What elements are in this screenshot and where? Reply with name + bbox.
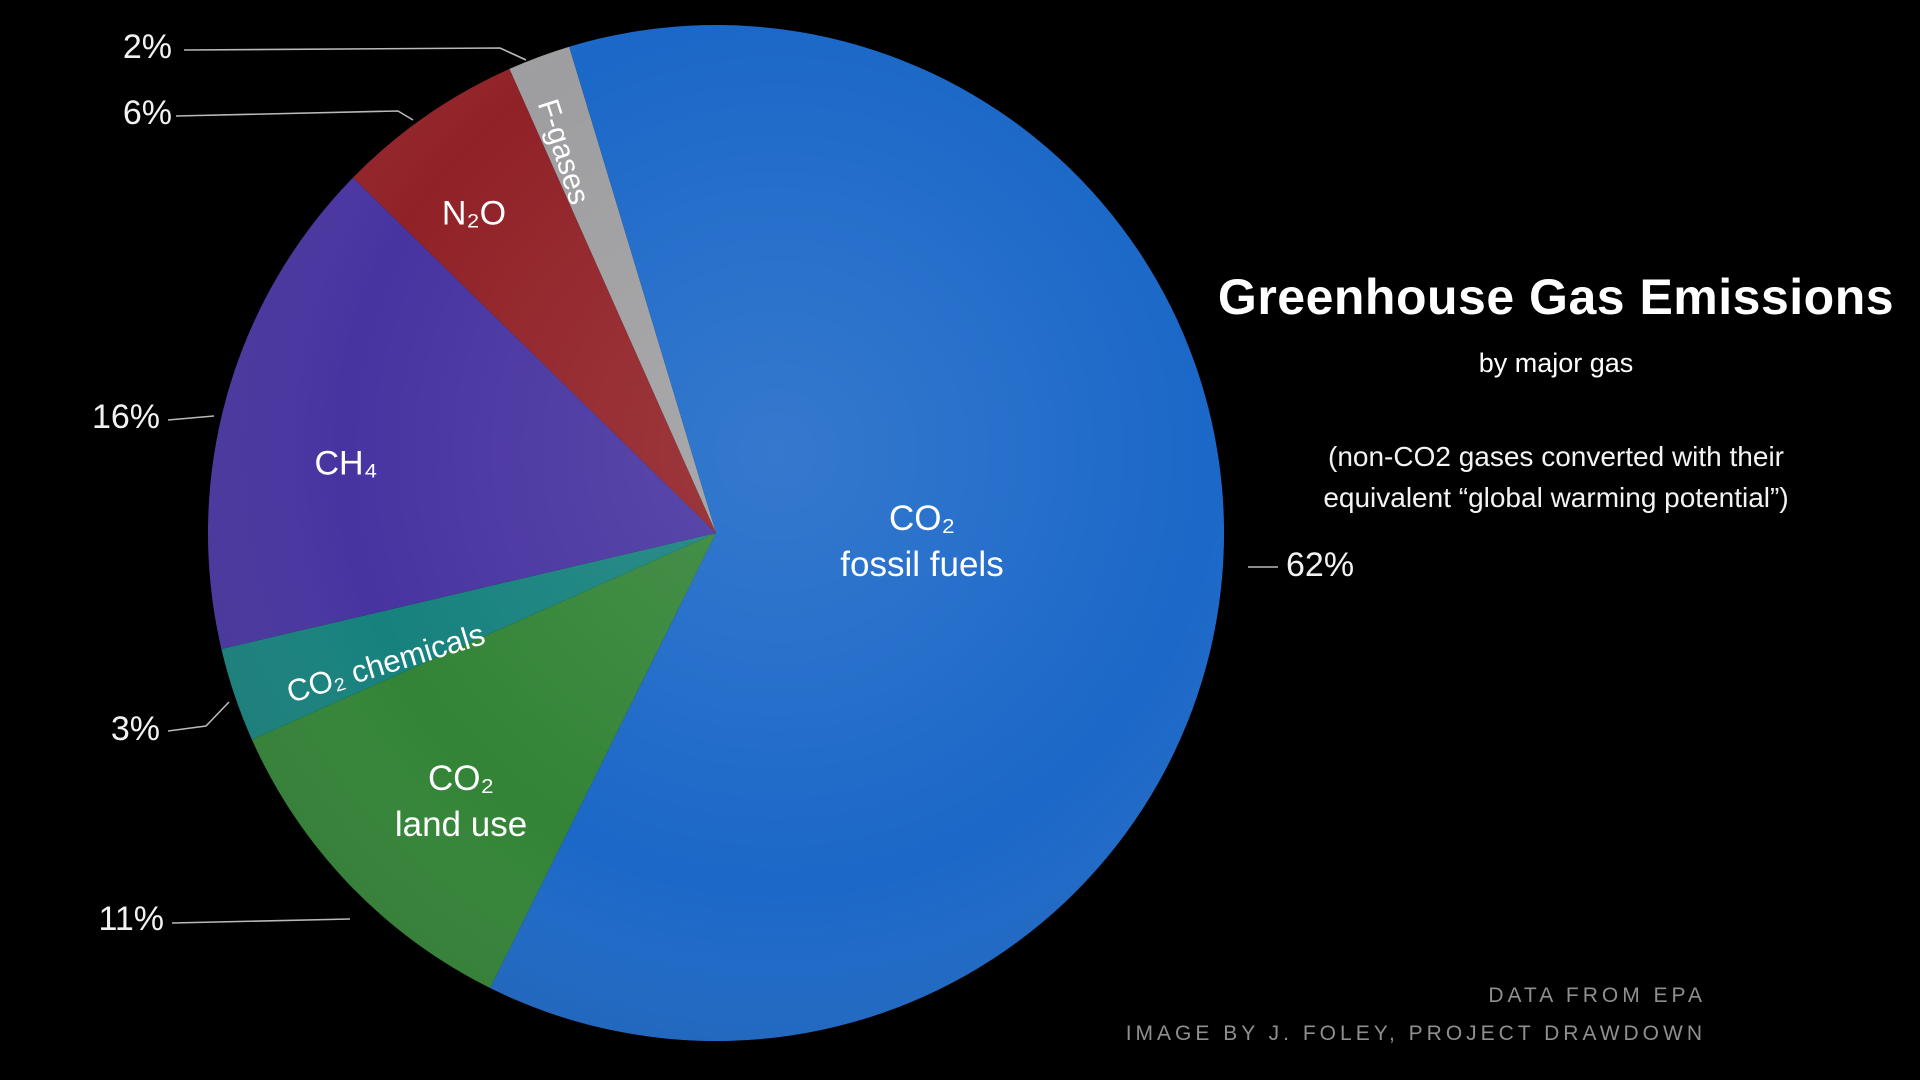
pie-sheen-overlay (208, 25, 1224, 1041)
leader-line-2pct (183, 47, 527, 61)
chart-note-line: equivalent “global warming potential”) (1323, 481, 1789, 513)
slice-label-n2o: N₂O (441, 194, 507, 233)
slice-label-ch4: CH₄ (314, 444, 378, 483)
chart-note: (non-CO2 gases converted with their equi… (1214, 437, 1898, 518)
chart-note-line: (non-CO2 gases converted with their (1328, 441, 1784, 472)
slice-label-line: CO₂ (888, 499, 956, 538)
slice-label-co2-land-use: CO₂ land use (395, 756, 527, 848)
leader-line-11pct (171, 918, 351, 924)
pct-label-co2-land-use: 11% (98, 900, 164, 938)
leader-line-3pct (167, 701, 230, 732)
slice-label-line: fossil fuels (840, 545, 1004, 585)
leader-line-6pct (175, 110, 414, 121)
chart-subtitle: by major gas (1478, 348, 1634, 378)
credits: DATA FROM EPA IMAGE BY J. FOLEY, PROJECT… (1126, 970, 1706, 1046)
pct-label-n2o: 6% (122, 94, 172, 132)
pct-label-f-gases: 2% (122, 28, 172, 66)
chart-title: Greenhouse Gas Emissions (1217, 269, 1895, 325)
slice-label-line: CO₂ (427, 759, 495, 798)
leader-line-16pct (167, 415, 215, 421)
pct-label-co2-fossil-fuels: 62% (1286, 546, 1355, 584)
credit-image-author: IMAGE BY J. FOLEY, PROJECT DRAWDOWN (1125, 1022, 1706, 1045)
slice-label-co2-fossil-fuels: CO₂ fossil fuels (840, 496, 1003, 588)
slice-label-line: land use (394, 805, 528, 845)
credit-data-source: DATA FROM EPA (1488, 984, 1706, 1007)
pct-label-ch4: 16% (91, 398, 160, 436)
leader-lines-group (167, 47, 1278, 924)
title-block: Greenhouse Gas Emissions by major gas (n… (1214, 268, 1898, 518)
pct-label-co2-chemicals: 3% (110, 710, 160, 748)
